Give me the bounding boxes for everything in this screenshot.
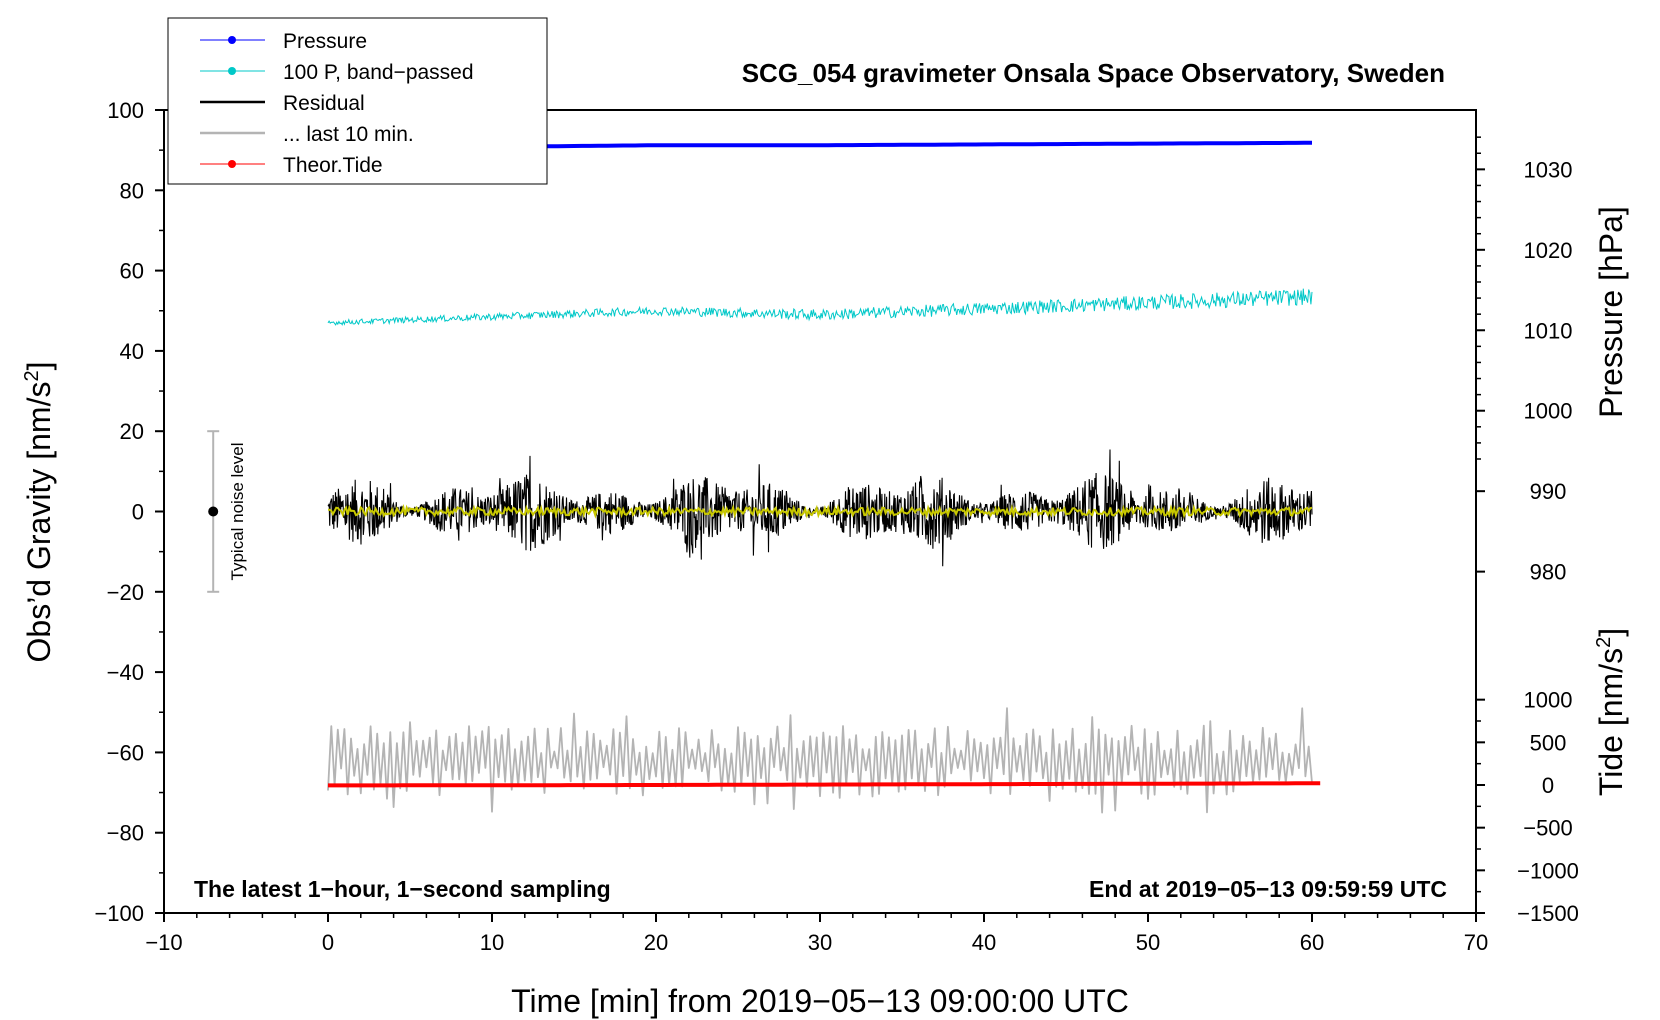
y-left-tick-label: −20 [107,580,144,605]
noise-level-label: Typical noise level [228,443,247,581]
pressure-tick-label: 980 [1530,560,1567,585]
y-left-tick-label: 0 [132,500,144,525]
x-tick-label: 60 [1300,930,1324,955]
y-left-tick-label: −100 [94,901,144,926]
sampling-note: The latest 1−hour, 1−second sampling [194,876,611,902]
tide-tick-label: −1500 [1517,901,1579,926]
legend-label: 100 P, band−passed [283,61,474,84]
legend-label: ... last 10 min. [283,123,414,146]
tide-tick-label: 500 [1530,730,1567,755]
y-left-tick-label: 60 [120,259,144,284]
y-left-tick-label: −60 [107,740,144,765]
x-axis-title: Time [min] from 2019−05−13 09:00:00 UTC [511,983,1129,1019]
x-tick-label: 40 [972,930,996,955]
x-tick-label: 70 [1464,930,1488,955]
y-left-tick-label: −80 [107,821,144,846]
x-tick-label: 30 [808,930,832,955]
y-axis-tide-title: Tide [nm/s2] [1593,628,1629,796]
y-left-tick-label: 20 [120,419,144,444]
x-tick-label: −10 [145,930,182,955]
axis-ticks [155,109,1485,922]
y-left-tick-label: −40 [107,660,144,685]
noise-bar-center-dot [208,506,219,517]
tide-tick-label: 0 [1542,773,1554,798]
y-left-tick-label: 100 [107,98,144,123]
legend-swatch-marker [228,36,236,44]
pressure-tick-label: 1030 [1524,157,1573,182]
chart-title: SCG_054 gravimeter Onsala Space Observat… [742,58,1445,88]
end-time-note: End at 2019−05−13 09:59:59 UTC [1089,876,1447,902]
theoretical-tide-line [328,781,1321,788]
x-tick-label: 10 [480,930,504,955]
legend-label: Residual [283,92,365,115]
x-tick-label: 0 [322,930,334,955]
data-series [327,140,1321,814]
band-passed-pressure-line [327,288,1313,326]
y-left-tick-label: 40 [120,339,144,364]
residual-line [327,449,1313,567]
pressure-tick-label: 1000 [1524,399,1573,424]
legend-label: Pressure [283,30,367,53]
x-tick-label: 20 [644,930,668,955]
legend: Pressure 100 P, band−passed Residual ... la… [167,17,548,185]
y-axis-pressure-title: Pressure [hPa] [1593,206,1629,418]
tide-tick-label: −1000 [1517,858,1579,883]
residual-smoothed-line [328,503,1313,520]
y-axis-left-title: Obs’d Gravity [nm/s2] [21,362,57,663]
pressure-tick-label: 1020 [1524,238,1573,263]
legend-swatch-marker [228,67,236,75]
pressure-tick-label: 990 [1530,479,1567,504]
pressure-tick-label: 1010 [1524,318,1573,343]
last-10-min-line [327,707,1313,814]
tide-tick-label: −500 [1523,816,1573,841]
noise-level-indicator: Typical noise level [207,430,247,593]
tick-labels: −10 0 10 20 30 40 50 60 70−100−80−60−40−20020406… [94,98,1578,955]
y-left-tick-label: 80 [120,178,144,203]
tide-tick-label: 1000 [1524,688,1573,713]
legend-swatch-marker [228,160,236,168]
x-tick-label: 50 [1136,930,1160,955]
legend-label: Theor.Tide [283,154,383,177]
